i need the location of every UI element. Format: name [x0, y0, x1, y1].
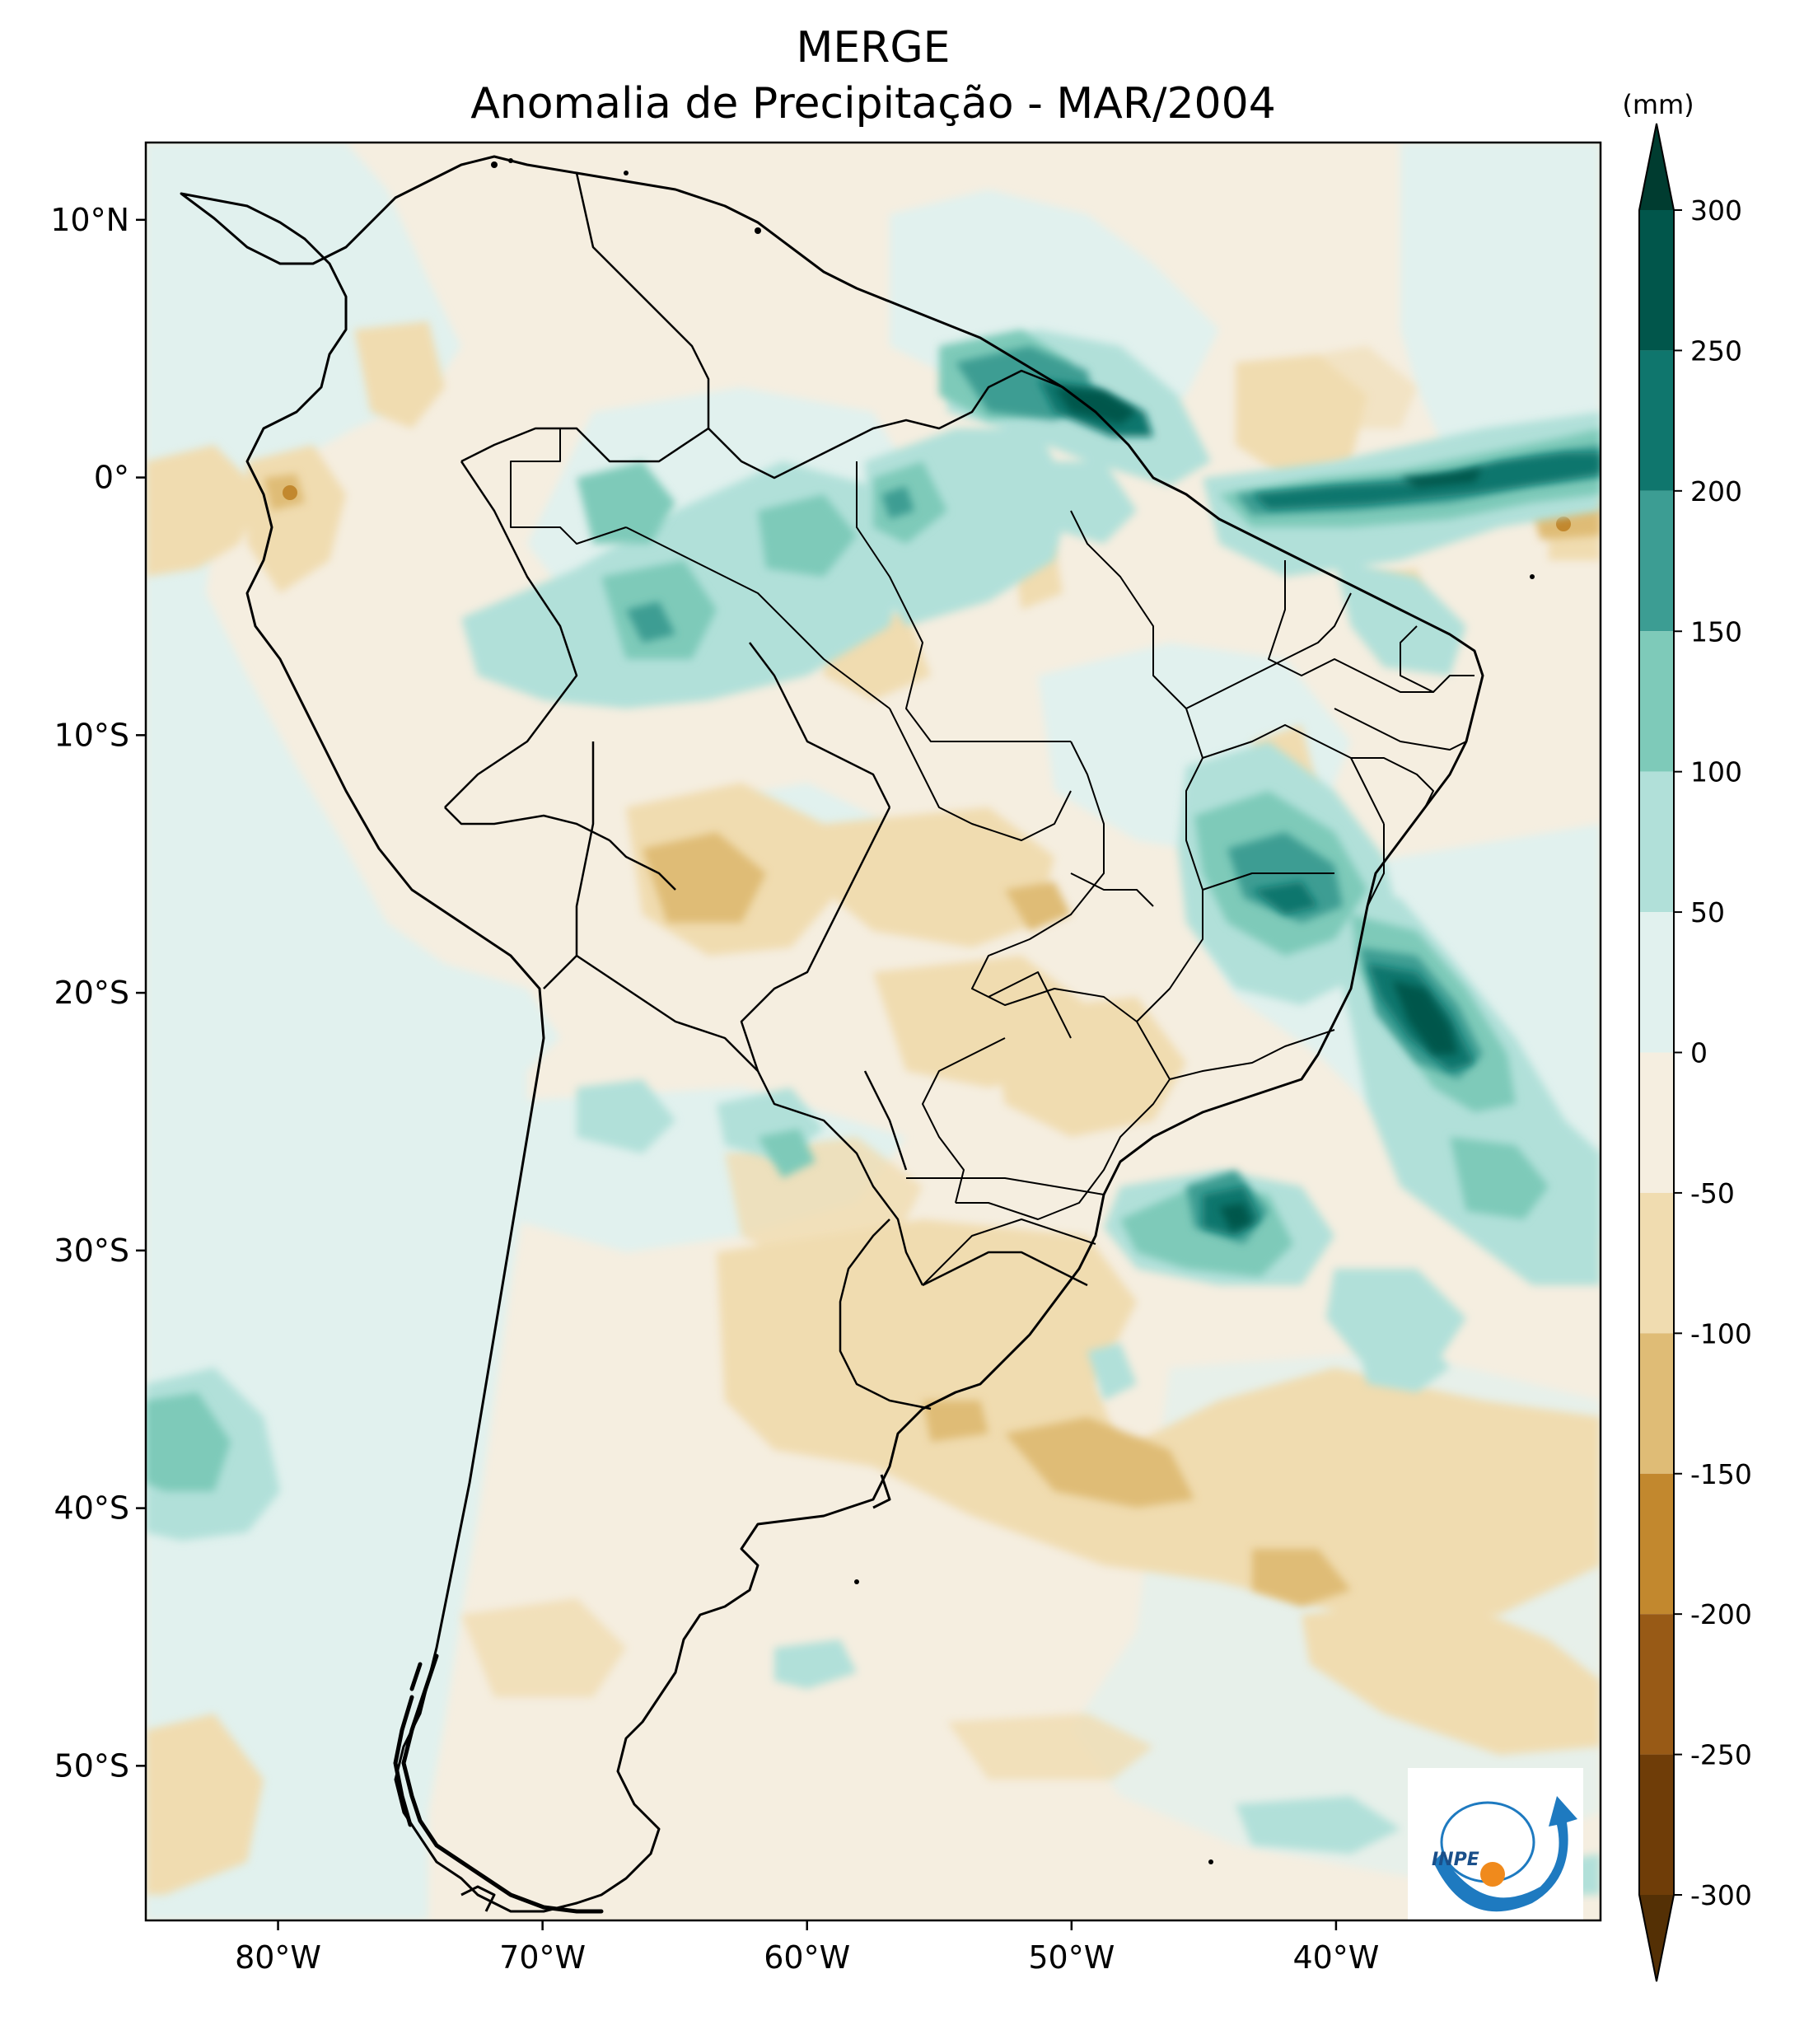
lon-tick-label: 60°W: [764, 1939, 850, 1976]
chile-archipelago: [393, 1653, 604, 1914]
colorbar-segment: [1639, 490, 1674, 632]
colorbar-segment: [1639, 210, 1674, 351]
inpe-logo-swoosh: [1433, 1796, 1577, 1912]
lon-tick-label: 70°W: [499, 1939, 586, 1976]
colorbar-label: -250: [1690, 1739, 1752, 1771]
map-panel: INPE: [146, 143, 1601, 1920]
colorbar-segment: [1639, 1473, 1674, 1615]
map-title: MERGE: [796, 23, 951, 72]
colorbar-segment: [1639, 631, 1674, 772]
colorbar-segment: [1639, 1052, 1674, 1193]
lat-tick-label: 20°S: [54, 975, 129, 1011]
lat-tick-label: 0°: [94, 460, 129, 496]
inpe-logo-sun: [1480, 1862, 1505, 1887]
colorbar-units: (mm): [1622, 89, 1694, 120]
map-subtitle: Anomalia de Precipitação - MAR/2004: [470, 79, 1276, 129]
colorbar-label: 250: [1690, 334, 1742, 367]
colorbar-label: 50: [1690, 896, 1725, 928]
colorbar-label: -200: [1690, 1598, 1752, 1630]
lat-tick-label: 30°S: [54, 1232, 129, 1269]
inpe-logo: INPE: [1408, 1768, 1583, 1920]
state-borders: [510, 428, 1475, 1286]
colorbar-label: -300: [1690, 1879, 1752, 1911]
colorbar-segment: [1639, 1614, 1674, 1755]
latitude-axis: 10°N 0° 10°S 20°S 30°S 40°S 50°S: [50, 202, 146, 1784]
colorbar-label: 300: [1690, 194, 1742, 227]
map-frame: [144, 141, 1602, 1922]
islands: [491, 158, 1535, 1864]
colorbar-label: 200: [1690, 475, 1742, 507]
lon-tick-label: 80°W: [235, 1939, 321, 1976]
coastline: [180, 155, 1484, 1913]
colorbar-label: -150: [1690, 1458, 1752, 1490]
inpe-logo-text: INPE: [1432, 1850, 1479, 1870]
longitude-axis: 80°W 70°W 60°W 50°W 40°W: [235, 1920, 1379, 1976]
lat-tick-label: 50°S: [54, 1747, 129, 1784]
colorbar-label: -50: [1690, 1177, 1735, 1209]
colorbar-segment: [1639, 771, 1674, 913]
anomaly-fill-neg100-neg150: [264, 474, 1601, 1607]
colorbar-label: -100: [1690, 1317, 1752, 1349]
lon-tick-label: 40°W: [1292, 1939, 1379, 1976]
colorbar: 300 250 200 150 100 50 0 -50 -100 -150 -200 -250 -30…: [1638, 123, 1752, 1982]
colorbar-label: 100: [1690, 756, 1742, 788]
colorbar-label: 150: [1690, 615, 1742, 648]
lat-tick-label: 10°S: [54, 717, 129, 753]
lon-tick-label: 50°W: [1028, 1939, 1115, 1976]
colorbar-extend-max: [1639, 124, 1674, 210]
colorbar-segment: [1639, 1192, 1674, 1334]
colorbar-segment: [1639, 912, 1674, 1053]
lat-tick-label: 40°S: [54, 1490, 129, 1527]
colorbar-extend-min: [1639, 1895, 1674, 1981]
colorbar-segment: [1639, 350, 1674, 491]
country-borders: [444, 172, 1088, 1410]
anomaly-fill-neg150-neg200: [283, 485, 1571, 531]
colorbar-segment: [1639, 1754, 1674, 1895]
lat-tick-label: 10°N: [50, 202, 129, 238]
colorbar-label: 0: [1690, 1037, 1708, 1069]
colorbar-segment: [1639, 1333, 1674, 1474]
